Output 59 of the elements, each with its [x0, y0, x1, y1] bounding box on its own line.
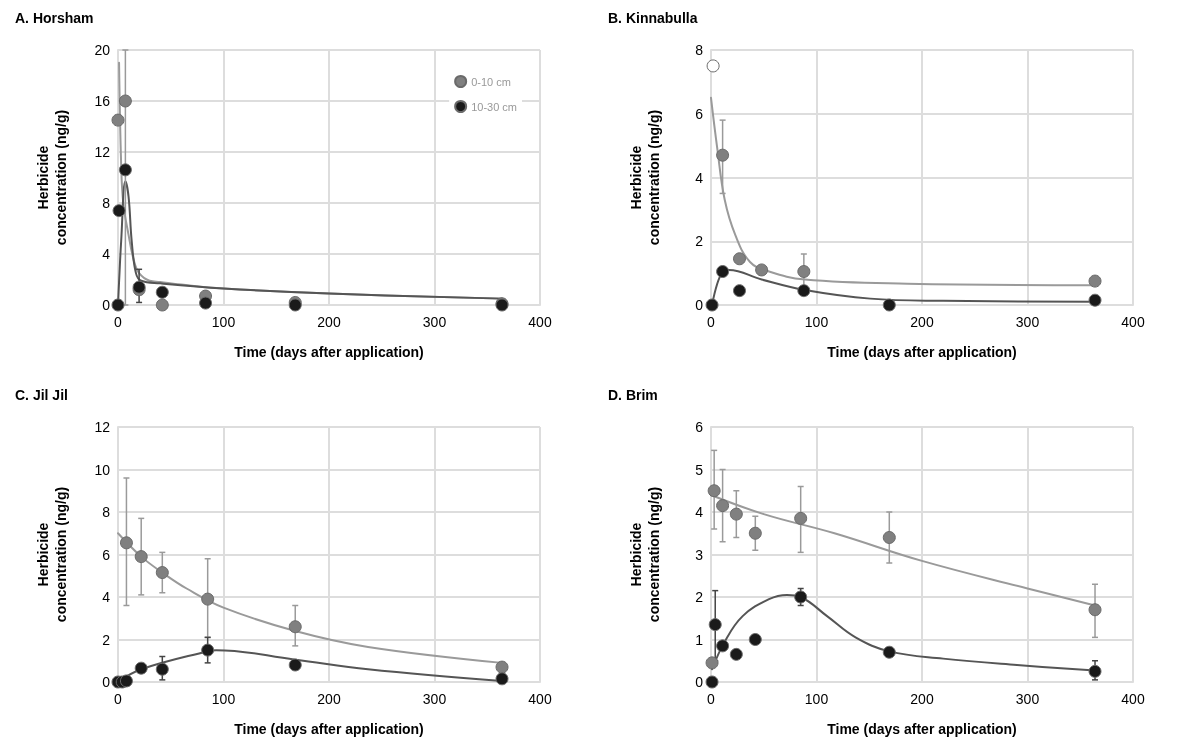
chart-title: D. Brim: [608, 387, 658, 403]
y-axis-title: Herbicide concentration (ng/g): [35, 109, 69, 246]
x-tick-label: 200: [317, 314, 341, 330]
y-axis-title: Herbicide concentration (ng/g): [628, 109, 662, 246]
x-tick-label: 400: [1121, 691, 1145, 707]
x-tick-label: 200: [317, 691, 341, 707]
chart-title: B. Kinnabulla: [608, 10, 698, 26]
y-tick-label: 6: [102, 546, 111, 563]
x-tick-label: 200: [910, 314, 934, 330]
y-tick-label: 6: [695, 105, 704, 122]
x-axis-title: Time (days after application): [827, 344, 1017, 360]
x-tick-label: 300: [1015, 691, 1040, 707]
chart-title: A. Horsham: [15, 10, 94, 26]
y-tick-label: 2: [695, 589, 704, 605]
x-tick-label: 400: [528, 314, 552, 330]
y-tick-label: 8: [102, 195, 111, 211]
y-tick-label: 8: [695, 42, 704, 58]
y-tick-label: 6: [695, 419, 704, 435]
x-tick-label: 100: [804, 691, 829, 707]
x-tick-label: 0: [707, 691, 716, 707]
y-tick-label: 4: [695, 504, 704, 520]
y-tick-label: 20: [94, 42, 111, 58]
y-tick-label: 8: [102, 504, 111, 520]
y-tick-label: 10: [94, 461, 111, 478]
legend-label: 0-10 cm: [471, 75, 511, 88]
y-tick-label: 1: [695, 631, 704, 648]
y-tick-label: 0: [102, 674, 111, 690]
y-tick-label: 0: [695, 674, 704, 690]
y-tick-label: 2: [102, 631, 111, 648]
y-tick-label: 0: [102, 297, 111, 313]
x-tick-label: 200: [910, 691, 934, 707]
x-tick-label: 0: [114, 691, 123, 707]
x-tick-label: 300: [1015, 314, 1040, 330]
y-tick-label: 5: [695, 461, 704, 478]
y-tick-label: 12: [94, 419, 111, 435]
x-tick-label: 300: [422, 691, 447, 707]
x-axis-title: Time (days after application): [234, 344, 424, 360]
chart-title: C. Jil Jil: [15, 387, 68, 403]
x-tick-label: 400: [528, 691, 552, 707]
y-tick-label: 4: [102, 589, 111, 605]
x-tick-label: 0: [114, 314, 123, 330]
x-tick-label: 100: [211, 691, 236, 707]
y-axis-title: Herbicide concentration (ng/g): [35, 486, 69, 623]
x-tick-label: 100: [804, 314, 829, 330]
y-axis-title: Herbicide concentration (ng/g): [628, 486, 662, 623]
x-tick-label: 300: [422, 314, 447, 330]
x-axis-title: Time (days after application): [827, 721, 1017, 737]
y-tick-label: 4: [102, 246, 111, 262]
x-axis-title: Time (days after application): [234, 721, 424, 737]
y-tick-label: 0: [695, 297, 704, 313]
y-tick-label: 3: [695, 546, 704, 563]
x-tick-label: 0: [707, 314, 716, 330]
x-tick-label: 400: [1121, 314, 1145, 330]
y-tick-label: 12: [94, 144, 111, 160]
y-tick-label: 4: [695, 169, 704, 186]
x-tick-label: 100: [211, 314, 236, 330]
y-tick-label: 2: [695, 233, 704, 250]
legend-label: 10-30 cm: [471, 100, 518, 113]
y-tick-label: 16: [94, 93, 111, 109]
